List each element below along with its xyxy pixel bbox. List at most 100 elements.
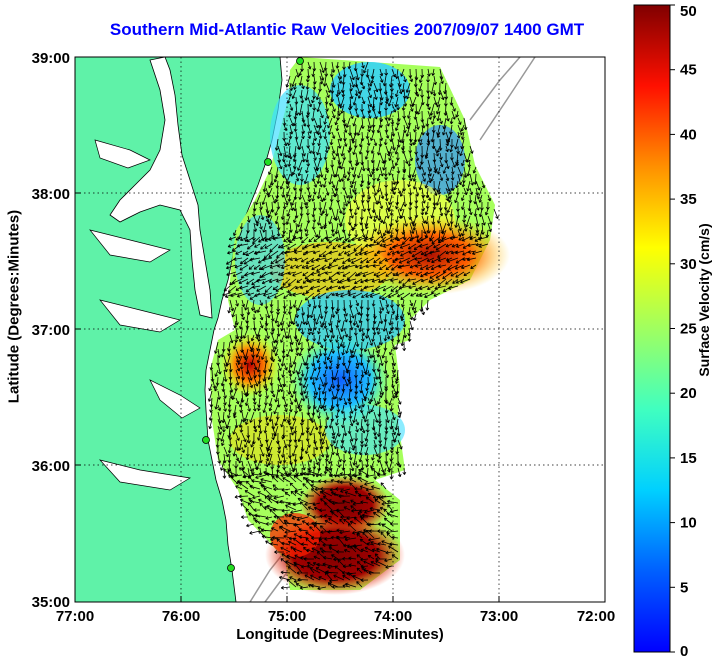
velocity-vector — [336, 528, 345, 533]
velocity-vector — [493, 208, 499, 219]
velocity-vector — [410, 292, 417, 297]
velocity-vector — [276, 515, 285, 525]
velocity-vector — [274, 208, 279, 216]
velocity-vector — [384, 180, 388, 188]
velocity-vector — [292, 376, 297, 384]
velocity-vector — [235, 397, 240, 405]
colorbar-tick-label: 35 — [680, 191, 697, 208]
velocity-vector — [363, 250, 375, 256]
velocity-vector — [270, 542, 279, 546]
velocity-vector — [265, 453, 270, 462]
velocity-vector — [349, 110, 354, 119]
velocity-vector — [377, 473, 387, 477]
velocity-vector — [335, 487, 345, 491]
velocity-vector — [344, 491, 357, 497]
velocity-vector — [260, 264, 273, 271]
velocity-vector — [322, 124, 327, 133]
velocity-vector — [308, 470, 321, 476]
velocity-vector — [359, 264, 369, 270]
velocity-vector — [365, 131, 370, 140]
velocity-vector — [436, 110, 441, 122]
velocity-vector — [249, 257, 261, 262]
velocity-vector — [235, 369, 241, 380]
velocity-vector — [250, 341, 255, 351]
velocity-vector — [442, 285, 453, 292]
velocity-vector — [239, 498, 249, 504]
velocity-vector — [323, 194, 327, 201]
velocity-vector — [318, 152, 323, 161]
velocity-vector — [259, 313, 264, 321]
station-marker — [227, 564, 235, 572]
velocity-vector — [333, 492, 345, 497]
velocity-vector — [331, 501, 345, 506]
velocity-vector — [364, 446, 369, 456]
velocity-vector — [466, 152, 471, 163]
velocity-vector — [324, 96, 329, 105]
velocity-vector — [391, 535, 399, 540]
velocity-vector — [337, 75, 342, 84]
velocity-vector — [304, 250, 315, 255]
velocity-vector — [208, 383, 213, 392]
velocity-vector — [355, 68, 360, 81]
velocity-vector — [289, 397, 294, 406]
velocity-vector — [380, 495, 393, 500]
velocity-vector — [228, 474, 237, 483]
velocity-vector — [232, 229, 237, 236]
velocity-vector — [254, 292, 267, 298]
velocity-vector — [266, 439, 273, 452]
velocity-vector — [361, 61, 365, 69]
velocity-vector — [389, 404, 394, 412]
velocity-vector — [367, 89, 372, 99]
velocity-vector — [307, 341, 312, 351]
velocity-vector — [275, 180, 280, 189]
velocity-vector — [313, 390, 317, 399]
velocity-vector — [253, 222, 258, 232]
velocity-vector — [368, 243, 381, 248]
velocity-vector — [316, 285, 327, 292]
velocity-vector — [324, 362, 329, 370]
velocity-vector — [252, 313, 257, 321]
velocity-vector — [371, 453, 375, 461]
velocity-vector — [264, 285, 273, 293]
velocity-vector — [390, 285, 399, 292]
velocity-vector — [298, 222, 303, 232]
velocity-vector — [312, 562, 321, 567]
velocity-vector — [417, 236, 429, 243]
velocity-vector — [437, 215, 441, 224]
velocity-vector — [415, 229, 420, 239]
velocity-vector — [247, 292, 255, 297]
velocity-vector — [312, 515, 321, 519]
velocity-vector — [335, 362, 340, 370]
velocity-vector — [319, 61, 325, 73]
velocity-vector — [277, 145, 283, 157]
velocity-vector — [379, 215, 384, 224]
velocity-vector — [387, 96, 393, 107]
velocity-vector — [383, 517, 393, 525]
velocity-vector — [343, 194, 349, 207]
velocity-vector — [325, 243, 333, 249]
velocity-vector — [394, 124, 399, 131]
x-tick-label: 73:00 — [480, 608, 518, 625]
velocity-vector — [262, 180, 267, 193]
velocity-vector — [313, 152, 317, 161]
velocity-vector — [454, 250, 465, 255]
velocity-vector — [352, 145, 357, 155]
velocity-vector — [355, 425, 359, 433]
velocity-vector — [449, 117, 454, 125]
velocity-vector — [391, 159, 396, 170]
velocity-vector — [275, 500, 285, 505]
velocity-vector — [355, 397, 361, 409]
velocity-vector — [349, 82, 353, 92]
velocity-vector — [263, 334, 268, 342]
velocity-vector — [382, 215, 387, 225]
velocity-vector — [320, 486, 333, 491]
velocity-vector — [287, 243, 297, 250]
velocity-vector — [405, 82, 411, 93]
velocity-vector — [429, 250, 441, 255]
velocity-vector — [316, 173, 321, 185]
velocity-vector — [452, 278, 459, 284]
velocity-vector — [300, 257, 309, 263]
velocity-vector — [223, 390, 227, 399]
velocity-vector — [245, 453, 250, 461]
velocity-vector — [455, 278, 465, 284]
